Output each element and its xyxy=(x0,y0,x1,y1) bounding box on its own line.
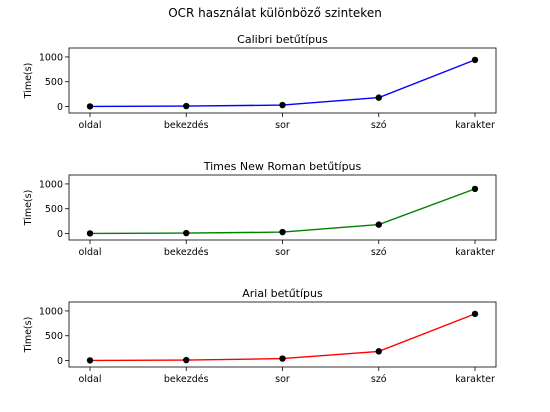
y-tick-label: 1000 xyxy=(39,179,63,190)
data-point xyxy=(86,357,94,364)
data-point xyxy=(471,185,479,193)
data-point xyxy=(375,221,382,228)
y-tick-label: 0 xyxy=(57,229,63,240)
axes-frame xyxy=(68,301,497,368)
x-tick-label: szó xyxy=(371,247,387,258)
data-point xyxy=(183,229,190,237)
y-axis-label: Time(s) xyxy=(23,63,34,100)
y-axis-label: Time(s) xyxy=(23,317,34,354)
x-tick-label: bekezdés xyxy=(164,247,209,258)
data-point xyxy=(471,310,479,318)
series-line xyxy=(89,313,476,362)
y-tick-label: 500 xyxy=(45,204,63,215)
data-point xyxy=(86,103,94,110)
x-tick-label: szó xyxy=(371,120,387,131)
y-tick-label: 500 xyxy=(45,331,63,342)
x-tick-label: oldal xyxy=(79,374,102,385)
axes-frame xyxy=(68,47,497,114)
subplot-3: Arial betűtípus Time(s) 0 500 1000 oldal bekez… xyxy=(23,287,497,385)
data-point xyxy=(279,101,286,109)
y-tick-label: 500 xyxy=(45,77,63,88)
x-tick-label: sor xyxy=(275,247,290,258)
data-point xyxy=(375,348,382,355)
y-tick-label: 0 xyxy=(57,102,63,113)
subplot-1: Calibri betűtípus Time(s) 0 500 1000 oldal bek… xyxy=(23,33,497,131)
data-point xyxy=(86,230,94,237)
x-tick-label: sor xyxy=(275,120,290,131)
subplot-title: Arial betűtípus xyxy=(242,287,323,300)
y-tick-label: 1000 xyxy=(39,306,63,317)
series-line xyxy=(89,188,476,235)
x-tick-label: oldal xyxy=(79,247,102,258)
data-point xyxy=(471,56,479,64)
subplot-title: Calibri betűtípus xyxy=(237,33,328,46)
x-tick-label: sor xyxy=(275,374,290,385)
x-tick-label: karakter xyxy=(455,374,495,385)
x-tick-label: karakter xyxy=(455,247,495,258)
x-tick-label: szó xyxy=(371,374,387,385)
data-point xyxy=(279,228,286,236)
y-tick-label: 0 xyxy=(57,356,63,367)
subplot-2: Times New Roman betűtípus Time(s) 0 500 1000… xyxy=(23,160,497,258)
series-line xyxy=(89,59,476,108)
y-tick-label: 1000 xyxy=(39,52,63,63)
x-tick-label: bekezdés xyxy=(164,120,209,131)
x-tick-label: bekezdés xyxy=(164,374,209,385)
y-axis-label: Time(s) xyxy=(23,190,34,227)
figure-title: OCR használat különböző szinteken xyxy=(168,6,382,20)
x-tick-label: oldal xyxy=(79,120,102,131)
data-point xyxy=(183,102,190,110)
data-point xyxy=(183,356,190,364)
data-point xyxy=(375,94,382,101)
axes-frame xyxy=(68,174,497,241)
subplot-title: Times New Roman betűtípus xyxy=(203,160,362,173)
x-tick-label: karakter xyxy=(455,120,495,131)
data-point xyxy=(279,355,286,362)
